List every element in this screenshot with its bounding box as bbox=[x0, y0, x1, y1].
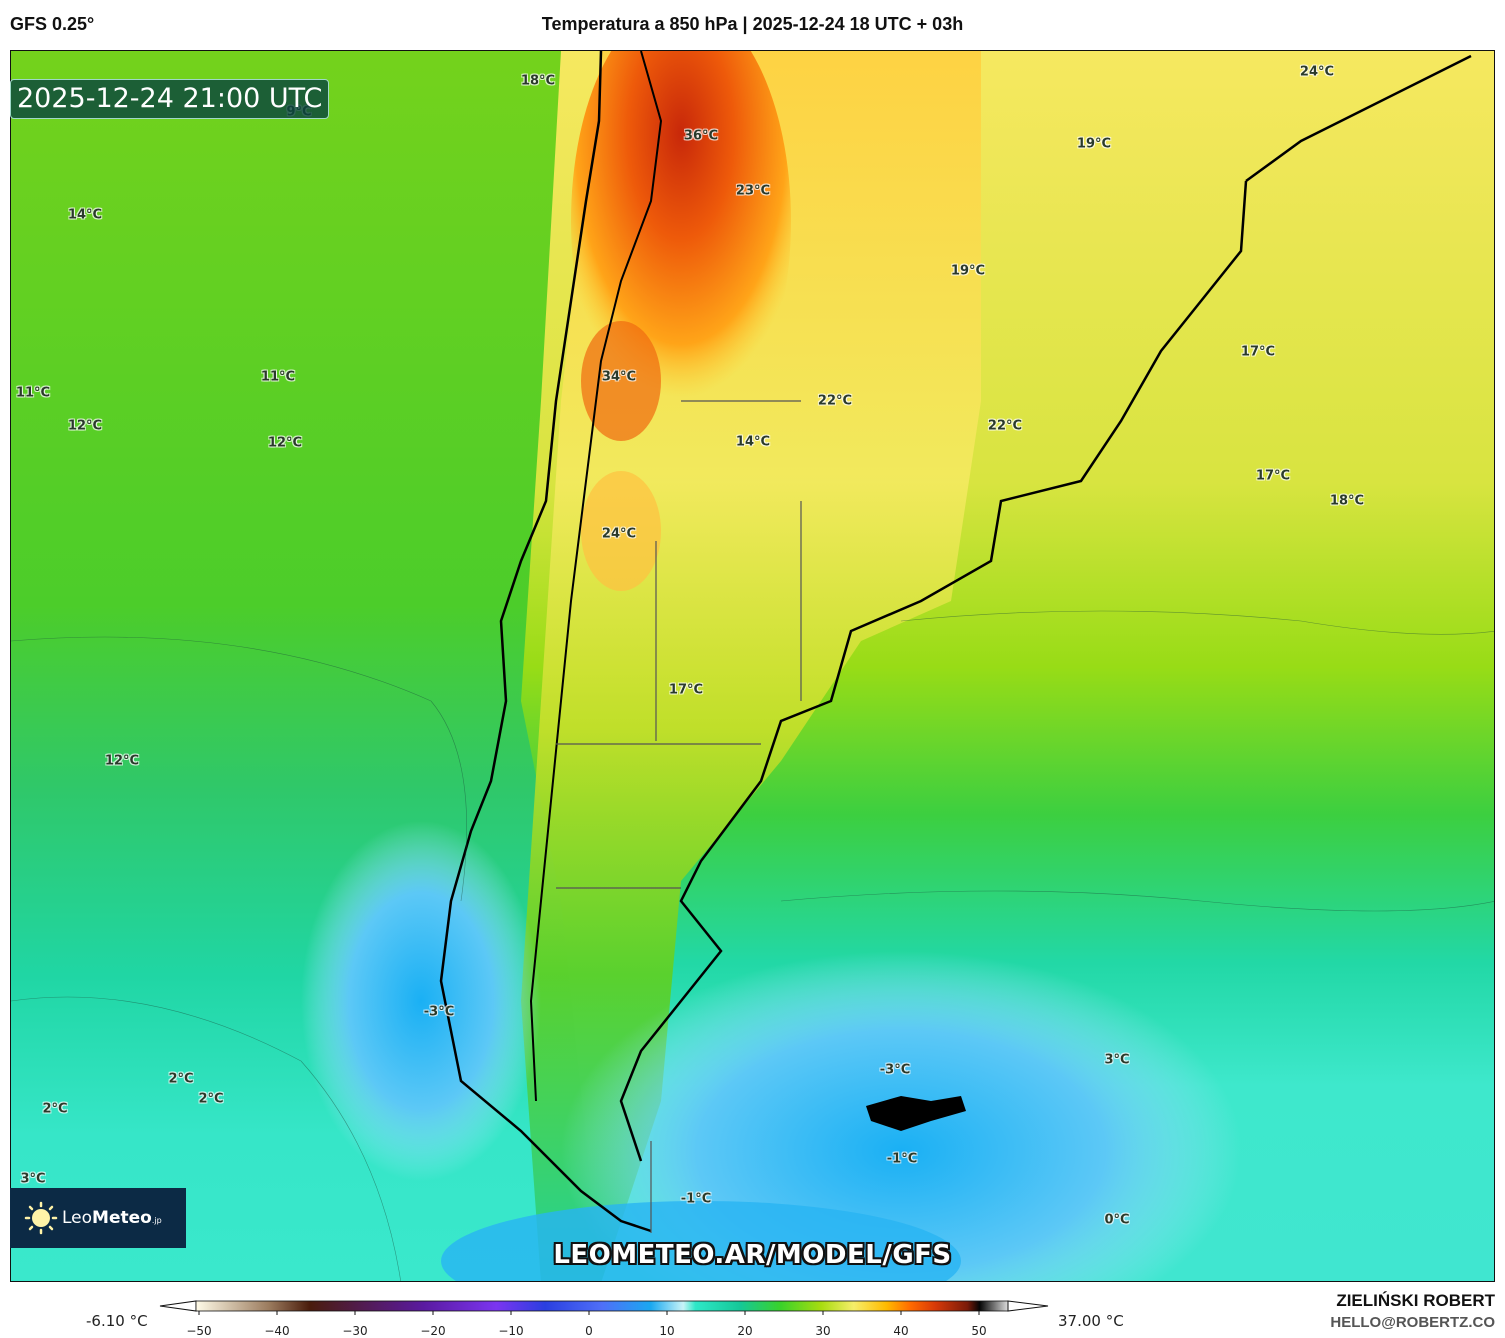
map-field bbox=[11, 51, 1494, 1281]
temperature-label: 17°C bbox=[668, 682, 704, 698]
temperature-label: 22°C bbox=[817, 393, 853, 409]
temperature-label: 11°C bbox=[15, 385, 51, 401]
temperature-label: 36°C bbox=[683, 128, 719, 144]
colorbar-tick: −10 bbox=[498, 1324, 524, 1338]
colorbar-tick: 10 bbox=[659, 1324, 675, 1338]
colorbar-tick: 40 bbox=[893, 1324, 909, 1338]
temperature-label: 14°C bbox=[735, 434, 771, 450]
colorbar-max-label: 37.00 °C bbox=[1058, 1312, 1124, 1330]
temperature-label: 18°C bbox=[520, 73, 556, 89]
colorbar bbox=[159, 1300, 1049, 1315]
leometeo-logo[interactable]: LeoMeteo.jp bbox=[10, 1188, 186, 1248]
logo-text: LeoMeteo.jp bbox=[62, 1208, 162, 1228]
temperature-label: 3°C bbox=[1104, 1052, 1130, 1068]
temperature-label: 18°C bbox=[1329, 493, 1365, 509]
temperature-label: 22°C bbox=[987, 418, 1023, 434]
colorbar-tick: 50 bbox=[971, 1324, 987, 1338]
temperature-label: 11°C bbox=[260, 369, 296, 385]
valid-time-badge: 2025-12-24 21:00 UTC bbox=[10, 79, 330, 119]
sun-icon bbox=[24, 1201, 58, 1235]
temperature-label: 17°C bbox=[1240, 344, 1276, 360]
model-name: GFS 0.25° bbox=[10, 14, 95, 34]
temperature-label: 24°C bbox=[601, 526, 637, 542]
temperature-label: 12°C bbox=[267, 435, 303, 451]
author-email[interactable]: HELLO@ROBERTZ.CO bbox=[1330, 1314, 1495, 1331]
colorbar-tick: −30 bbox=[342, 1324, 368, 1338]
colorbar-tick: 0 bbox=[585, 1324, 593, 1338]
temperature-label: -3°C bbox=[423, 1004, 455, 1020]
source-url-watermark: LEOMETEO.AR/MODEL/GFS bbox=[553, 1240, 952, 1270]
temperature-label: 2°C bbox=[42, 1101, 68, 1117]
chart-title: Temperatura a 850 hPa | 2025-12-24 18 UT… bbox=[541, 14, 964, 34]
temperature-label: -1°C bbox=[680, 1191, 712, 1207]
author-name: ZIELIŃSKI ROBERT bbox=[1336, 1291, 1495, 1310]
temperature-map[interactable]: 18°C9°C36°C24°C19°C23°C14°C19°C17°C11°C3… bbox=[10, 50, 1495, 1282]
temperature-label: 12°C bbox=[104, 753, 140, 769]
colorbar-tick: −40 bbox=[264, 1324, 290, 1338]
colorbar-tick: −20 bbox=[420, 1324, 446, 1338]
temperature-label: 2°C bbox=[168, 1071, 194, 1087]
temperature-label: 19°C bbox=[1076, 136, 1112, 152]
colorbar-min-label: -6.10 °C bbox=[86, 1312, 148, 1330]
temperature-label: 23°C bbox=[735, 183, 771, 199]
colorbar-tick: −50 bbox=[186, 1324, 212, 1338]
temperature-label: 19°C bbox=[950, 263, 986, 279]
temperature-label: -1°C bbox=[886, 1151, 918, 1167]
colorbar-tick: 20 bbox=[737, 1324, 753, 1338]
temperature-label: 3°C bbox=[20, 1171, 46, 1187]
temperature-label: 12°C bbox=[67, 418, 103, 434]
temperature-label: 24°C bbox=[1299, 64, 1335, 80]
temperature-label: 17°C bbox=[1255, 468, 1291, 484]
temperature-label: -3°C bbox=[879, 1062, 911, 1078]
temperature-label: 14°C bbox=[67, 207, 103, 223]
temperature-label: 0°C bbox=[1104, 1212, 1130, 1228]
temperature-label: 34°C bbox=[601, 369, 637, 385]
colorbar-tick: 30 bbox=[815, 1324, 831, 1338]
temperature-label: 2°C bbox=[198, 1091, 224, 1107]
